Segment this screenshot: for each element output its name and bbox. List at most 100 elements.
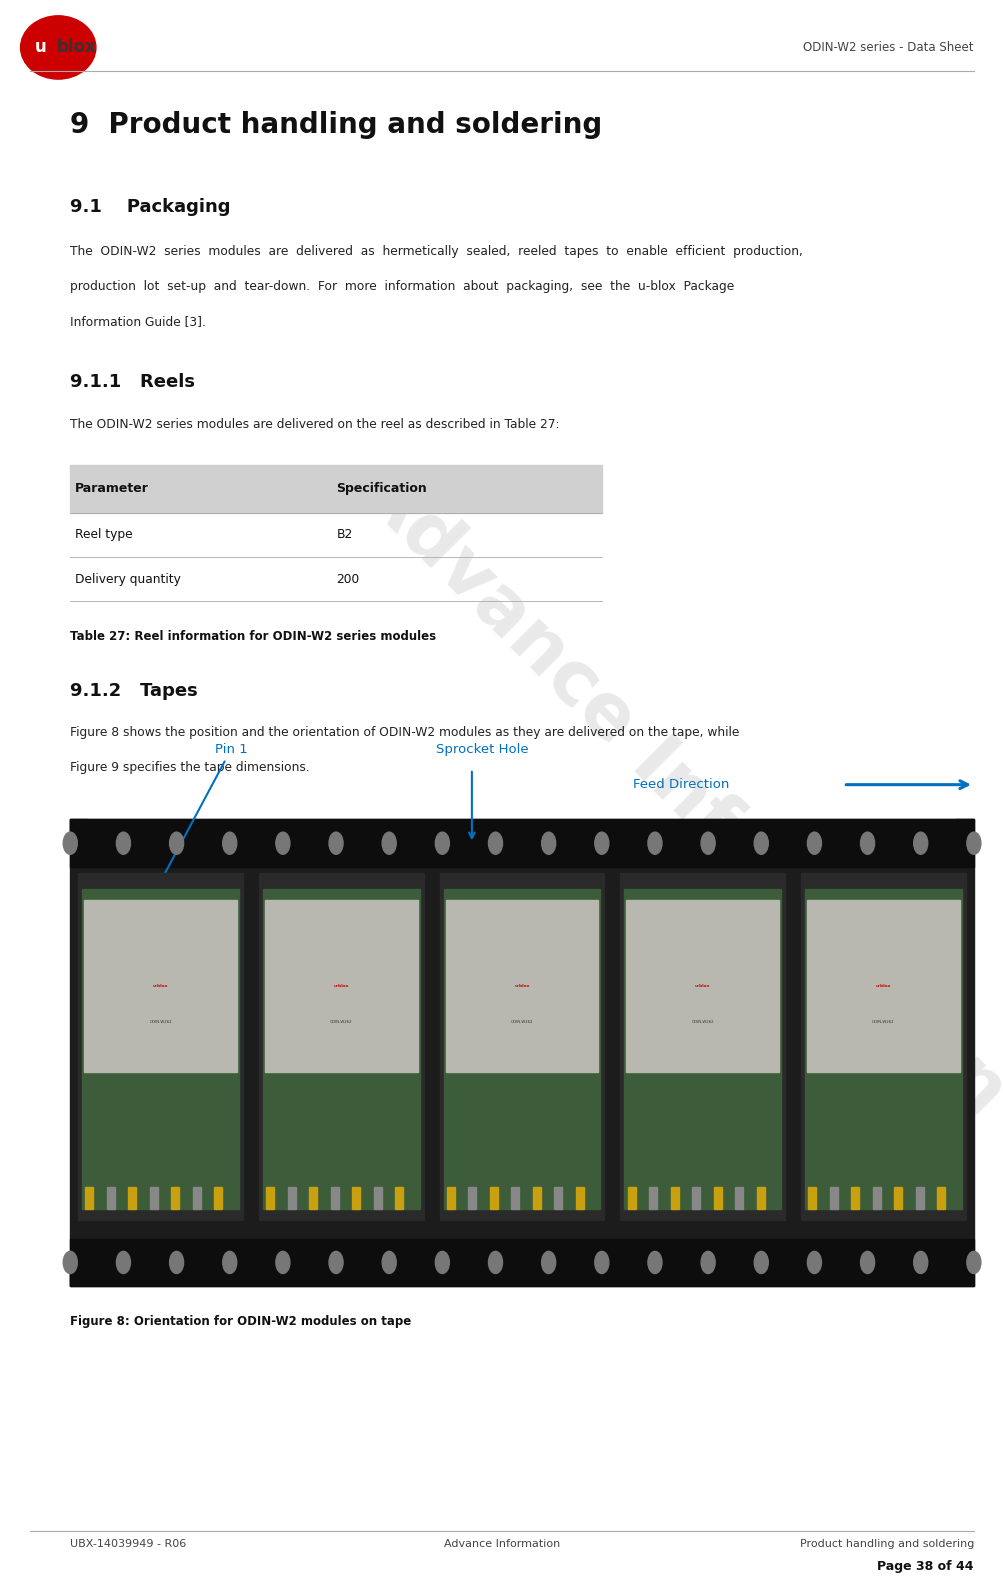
Text: u-blox: u-blox	[514, 984, 530, 989]
Circle shape	[700, 832, 714, 854]
Bar	[445, 900, 598, 1073]
Bar	[915, 1186, 923, 1209]
Bar	[800, 873, 965, 1220]
Bar	[670, 1186, 678, 1209]
Bar	[554, 1186, 562, 1209]
Circle shape	[170, 1251, 184, 1274]
Text: ODIN-W262: ODIN-W262	[511, 1020, 533, 1024]
Circle shape	[329, 832, 343, 854]
Circle shape	[382, 1251, 396, 1274]
Circle shape	[276, 1251, 290, 1274]
Text: 9  Product handling and soldering: 9 Product handling and soldering	[70, 111, 602, 139]
Text: Specification: Specification	[336, 483, 426, 495]
Text: u-blox: u-blox	[694, 984, 710, 989]
Bar	[648, 1186, 656, 1209]
Text: Delivery quantity: Delivery quantity	[75, 573, 181, 585]
Circle shape	[753, 832, 767, 854]
Bar	[70, 819, 973, 867]
Text: Pin 1: Pin 1	[157, 744, 247, 886]
Circle shape	[860, 832, 874, 854]
Bar	[106, 1186, 114, 1209]
Circle shape	[700, 1251, 714, 1274]
Bar	[851, 1186, 859, 1209]
Text: The  ODIN-W2  series  modules  are  delivered  as  hermetically  sealed,  reeled: The ODIN-W2 series modules are delivered…	[70, 245, 802, 258]
Ellipse shape	[21, 16, 96, 79]
Text: B2: B2	[336, 528, 352, 541]
Bar	[627, 1186, 635, 1209]
Bar	[691, 1186, 699, 1209]
Bar	[78, 873, 243, 1220]
Text: 9.1.1   Reels: 9.1.1 Reels	[70, 373, 196, 391]
Polygon shape	[70, 1258, 88, 1286]
Text: blox: blox	[56, 38, 96, 57]
Text: ODIN-W262: ODIN-W262	[149, 1020, 172, 1024]
Bar	[804, 889, 961, 1209]
Circle shape	[966, 1251, 980, 1274]
Bar	[533, 1186, 541, 1209]
Bar	[439, 873, 604, 1220]
Text: 200: 200	[336, 573, 359, 585]
Text: UBX-14039949 - R06: UBX-14039949 - R06	[70, 1539, 187, 1549]
Bar	[70, 1239, 973, 1286]
Bar	[828, 1186, 837, 1209]
Circle shape	[116, 832, 130, 854]
Bar	[807, 1186, 815, 1209]
Text: Reel type: Reel type	[75, 528, 132, 541]
Circle shape	[329, 1251, 343, 1274]
Bar	[266, 1186, 274, 1209]
Bar	[85, 1186, 93, 1209]
Bar	[84, 900, 237, 1073]
Bar	[576, 1186, 584, 1209]
Bar	[395, 1186, 403, 1209]
Bar	[215, 1186, 223, 1209]
Text: u-blox: u-blox	[333, 984, 349, 989]
Bar	[626, 900, 778, 1073]
Bar	[263, 889, 419, 1209]
Circle shape	[435, 832, 449, 854]
Bar	[756, 1186, 764, 1209]
Text: ODIN-W262: ODIN-W262	[872, 1020, 894, 1024]
Circle shape	[594, 832, 608, 854]
Circle shape	[966, 832, 980, 854]
Bar	[330, 1186, 338, 1209]
Text: Figure 8: Orientation for ODIN-W2 modules on tape: Figure 8: Orientation for ODIN-W2 module…	[70, 1315, 411, 1327]
Text: Figure 9 specifies the tape dimensions.: Figure 9 specifies the tape dimensions.	[70, 761, 310, 774]
Text: Product handling and soldering: Product handling and soldering	[798, 1539, 973, 1549]
Circle shape	[223, 1251, 237, 1274]
Bar	[872, 1186, 880, 1209]
Text: The ODIN-W2 series modules are delivered on the reel as described in Table 27:: The ODIN-W2 series modules are delivered…	[70, 418, 560, 430]
Circle shape	[647, 1251, 661, 1274]
Bar	[259, 873, 423, 1220]
Circle shape	[382, 832, 396, 854]
Text: Information Guide [3].: Information Guide [3].	[70, 315, 206, 327]
Text: ODIN-W262: ODIN-W262	[330, 1020, 352, 1024]
Circle shape	[488, 832, 503, 854]
Polygon shape	[955, 819, 973, 848]
Text: production  lot  set-up  and  tear-down.  For  more  information  about  packagi: production lot set-up and tear-down. For…	[70, 280, 734, 293]
Text: u: u	[34, 38, 46, 57]
Bar	[806, 900, 959, 1073]
Bar	[713, 1186, 721, 1209]
Bar	[467, 1186, 475, 1209]
Bar	[734, 1186, 742, 1209]
Bar	[70, 819, 973, 1286]
Circle shape	[541, 832, 555, 854]
Text: u-blox: u-blox	[875, 984, 891, 989]
Bar	[489, 1186, 497, 1209]
Text: 9.1    Packaging: 9.1 Packaging	[70, 198, 231, 215]
Circle shape	[435, 1251, 449, 1274]
Text: Page 38 of 44: Page 38 of 44	[877, 1560, 973, 1573]
Circle shape	[647, 832, 661, 854]
Circle shape	[488, 1251, 503, 1274]
Text: ODIN-W262: ODIN-W262	[691, 1020, 713, 1024]
Text: ODIN-W2 series - Data Sheet: ODIN-W2 series - Data Sheet	[802, 41, 973, 54]
Polygon shape	[955, 1258, 973, 1286]
Circle shape	[806, 832, 820, 854]
Bar	[128, 1186, 136, 1209]
Circle shape	[860, 1251, 874, 1274]
Circle shape	[63, 1251, 77, 1274]
Text: Table 27: Reel information for ODIN-W2 series modules: Table 27: Reel information for ODIN-W2 s…	[70, 630, 436, 642]
Bar	[937, 1186, 945, 1209]
Circle shape	[806, 1251, 820, 1274]
Bar	[82, 889, 239, 1209]
